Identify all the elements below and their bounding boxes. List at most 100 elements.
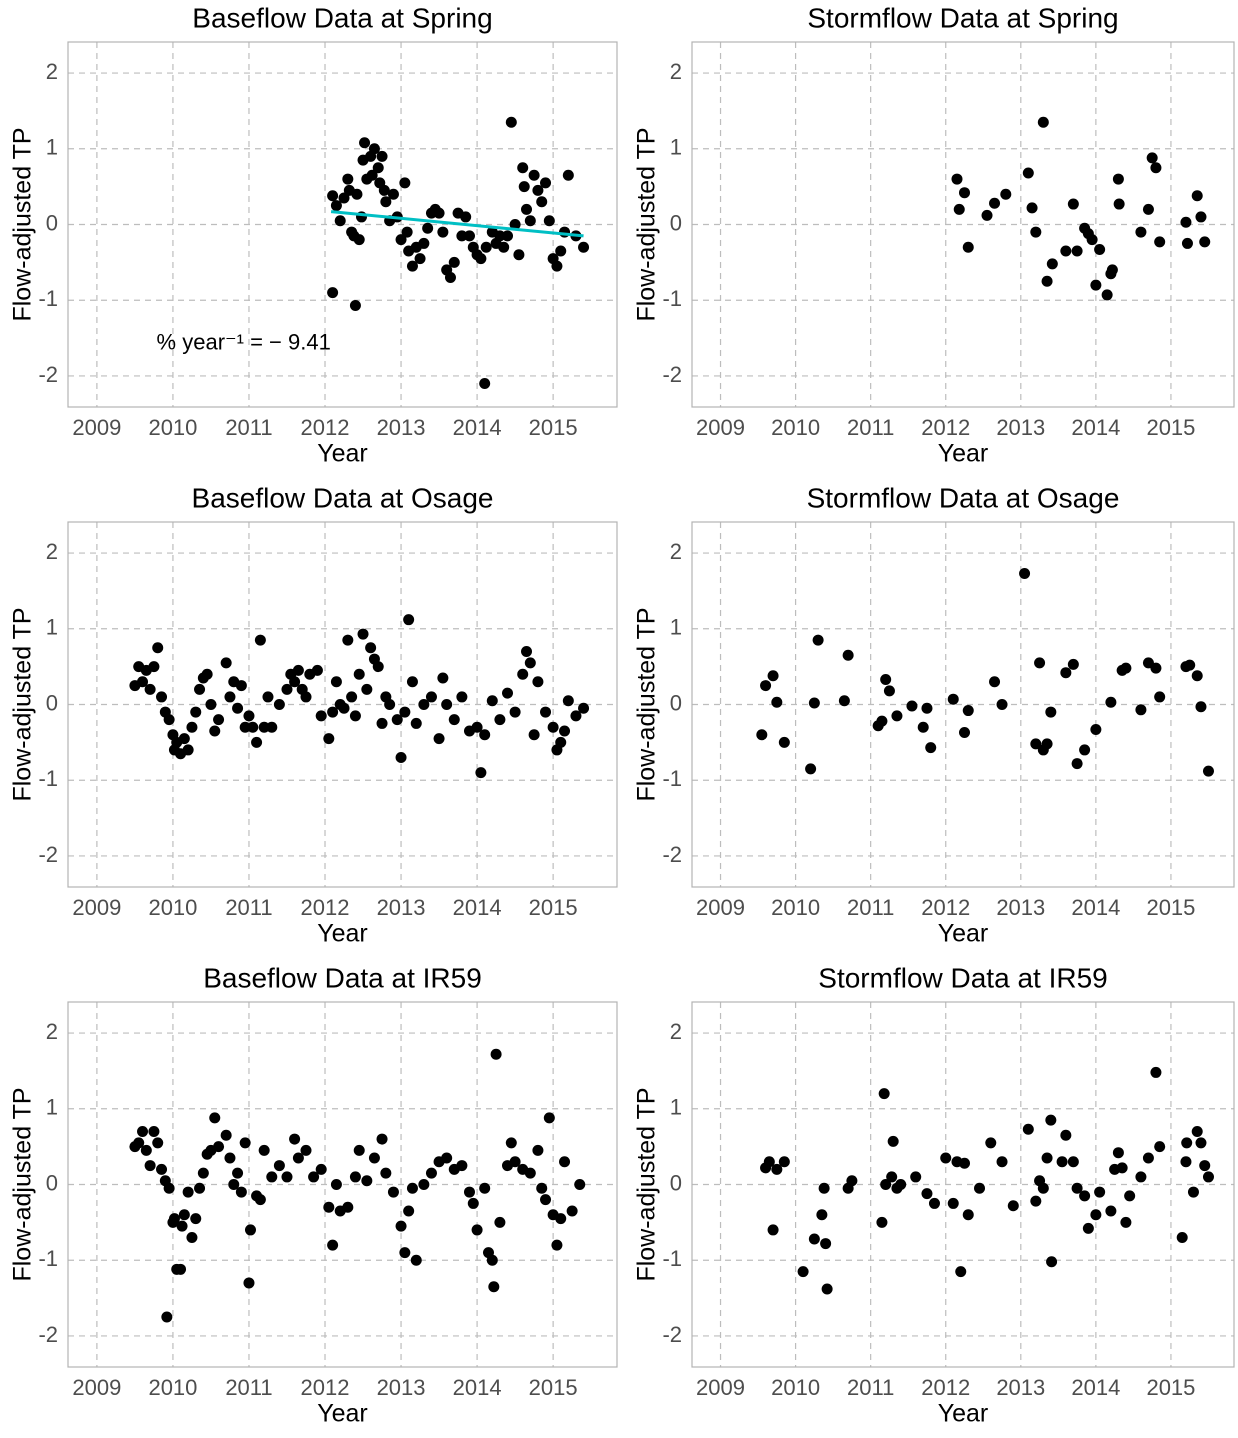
point — [140, 1144, 152, 1156]
point — [178, 733, 190, 745]
point — [771, 696, 783, 708]
point — [555, 736, 567, 748]
point — [338, 702, 350, 714]
x-tick-label: 2013 — [377, 415, 426, 440]
point — [418, 1179, 430, 1190]
point — [357, 628, 369, 640]
point — [1037, 116, 1049, 128]
point — [517, 668, 529, 680]
plot-border — [67, 1001, 618, 1368]
point — [1180, 1156, 1192, 1168]
point — [1146, 152, 1158, 164]
x-tick-label: 2011 — [225, 1375, 272, 1400]
x-tick-label: 2014 — [453, 1375, 502, 1400]
point — [194, 1182, 206, 1194]
panel-title: Baseflow Data at IR59 — [203, 962, 482, 993]
point — [1105, 696, 1117, 708]
point — [562, 169, 574, 181]
point — [940, 1152, 952, 1164]
point — [1154, 1141, 1166, 1153]
point — [1142, 203, 1154, 215]
y-tick-label: -1 — [662, 286, 682, 311]
point — [767, 670, 779, 682]
point — [989, 197, 1001, 209]
point — [921, 702, 933, 714]
point — [247, 721, 259, 733]
point — [353, 1144, 365, 1156]
point — [959, 727, 971, 739]
point — [163, 714, 175, 726]
point — [559, 725, 571, 737]
point — [346, 691, 358, 703]
annotation: % year⁻¹ = − 9.41 — [157, 329, 331, 354]
point — [368, 1152, 380, 1164]
point — [161, 1311, 173, 1323]
point — [808, 1233, 820, 1245]
point — [816, 1209, 828, 1221]
point — [176, 1220, 188, 1232]
panel-title: Baseflow Data at Spring — [192, 2, 492, 33]
point — [262, 691, 274, 703]
point — [289, 1133, 301, 1145]
point — [528, 169, 540, 181]
point — [471, 721, 483, 733]
point — [376, 717, 388, 729]
y-axis-label: Flow-adjusted TP — [633, 607, 661, 801]
point — [910, 1171, 922, 1183]
point — [547, 721, 559, 733]
point — [433, 207, 445, 219]
y-tick-label: 1 — [46, 1095, 58, 1120]
point — [1037, 1182, 1049, 1194]
point — [812, 634, 824, 646]
y-tick-label: -2 — [662, 362, 682, 387]
point — [244, 1224, 256, 1236]
point — [528, 729, 540, 741]
point — [228, 1179, 240, 1190]
point — [985, 1137, 997, 1149]
point — [395, 1220, 407, 1232]
point — [1191, 190, 1203, 202]
y-tick-label: -1 — [38, 766, 58, 791]
point — [494, 714, 506, 726]
y-tick-label: 2 — [670, 59, 682, 84]
point — [254, 1194, 266, 1206]
point — [175, 1263, 187, 1275]
point — [555, 1213, 567, 1225]
point — [886, 1171, 898, 1183]
point — [376, 150, 388, 162]
point — [201, 668, 213, 680]
x-axis-label: Year — [317, 440, 368, 468]
point — [1135, 704, 1147, 716]
point — [562, 695, 574, 707]
point — [551, 1239, 563, 1251]
point — [273, 699, 285, 710]
point — [384, 699, 396, 710]
point — [361, 1175, 373, 1187]
point — [1030, 1195, 1042, 1207]
point — [342, 173, 354, 185]
point — [1120, 662, 1132, 674]
point — [137, 1125, 149, 1137]
point — [391, 714, 403, 726]
point — [1046, 258, 1058, 270]
point — [996, 1156, 1008, 1168]
point — [235, 1186, 247, 1198]
point — [947, 693, 959, 705]
x-tick-label: 2009 — [696, 1375, 745, 1400]
point — [1112, 173, 1124, 185]
point — [1176, 1232, 1188, 1244]
point — [540, 706, 552, 718]
point — [1007, 1200, 1019, 1212]
point — [315, 710, 327, 722]
point — [422, 222, 434, 234]
point — [532, 184, 544, 196]
point — [1202, 1171, 1214, 1183]
point — [366, 169, 378, 181]
point — [1082, 1222, 1094, 1234]
point — [1150, 662, 1162, 674]
point — [479, 378, 491, 390]
point — [1022, 167, 1034, 179]
point — [962, 1209, 974, 1221]
x-tick-label: 2009 — [72, 415, 121, 440]
point — [224, 691, 236, 703]
